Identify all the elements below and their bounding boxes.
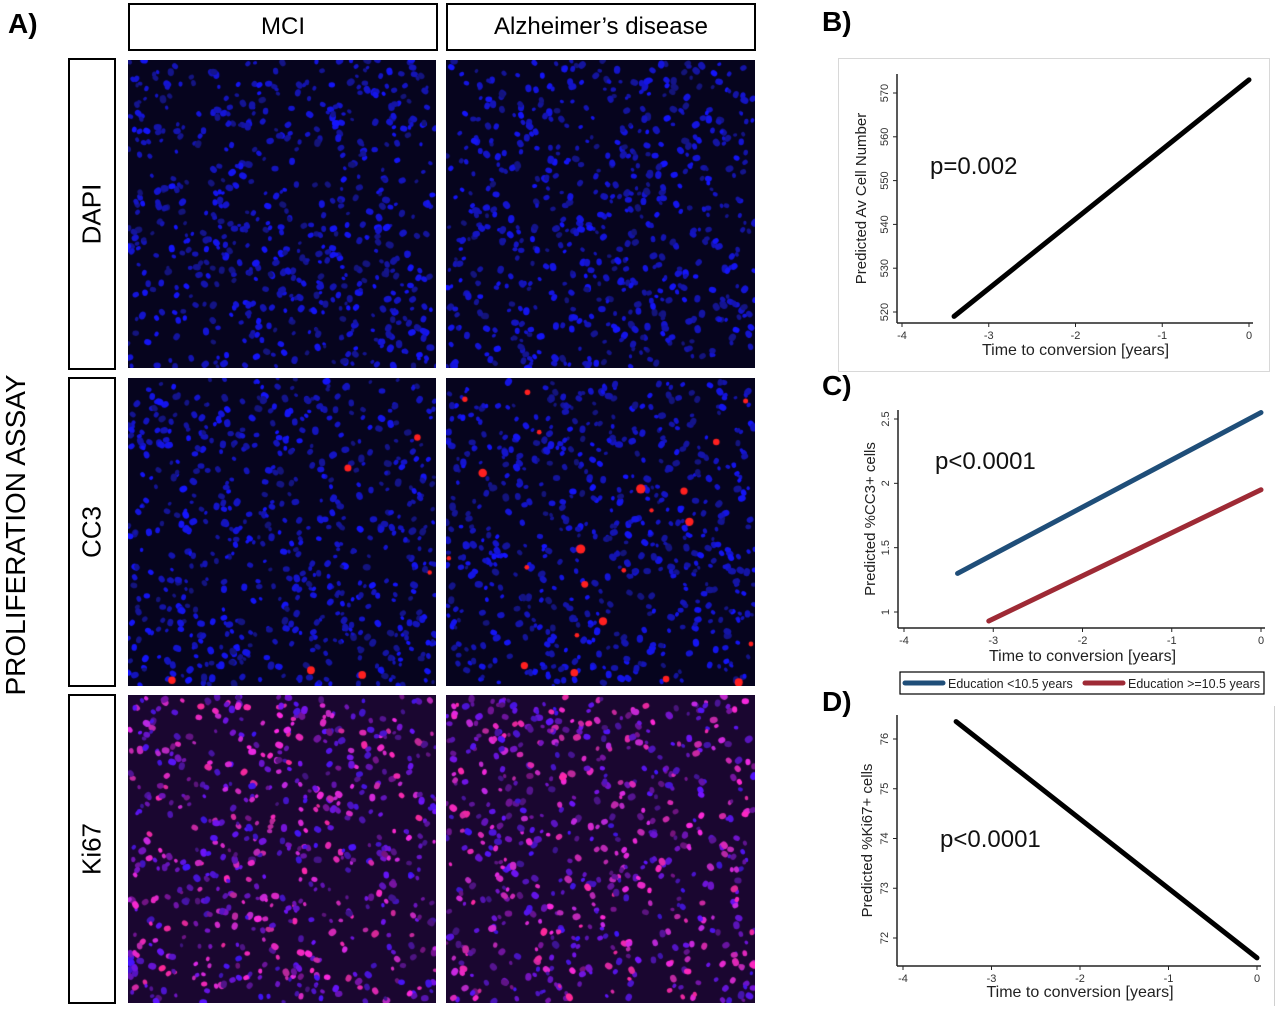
p-value-annotation: p<0.0001 xyxy=(935,448,1036,475)
series-line-0 xyxy=(955,410,1264,576)
y-tick-label: 73 xyxy=(879,882,891,894)
x-tick-label: -3 xyxy=(984,330,994,342)
legend-box xyxy=(899,671,1265,695)
y-tick-label: 570 xyxy=(879,84,891,102)
row-label-ki67: Ki67 xyxy=(68,694,116,1004)
micrograph-dapi-ad xyxy=(446,60,755,368)
y-tick-label: 75 xyxy=(879,783,891,795)
panel-b-frame xyxy=(838,58,1270,372)
x-tick-label: -3 xyxy=(987,973,997,985)
x-axis-label: Time to conversion [years] xyxy=(989,648,1176,665)
x-tick-label: -2 xyxy=(1071,330,1081,342)
x-tick-label: 0 xyxy=(1254,973,1260,985)
x-tick-label: -1 xyxy=(1164,973,1174,985)
panel-d-frame-edge xyxy=(1274,706,1275,1006)
x-tick-label: -4 xyxy=(899,635,909,647)
y-axis-label: Predicted %Ki67+ cells xyxy=(859,764,876,918)
y-tick-label: 2 xyxy=(880,480,892,486)
y-tick-label: 72 xyxy=(879,932,891,944)
row-label-dapi: DAPI xyxy=(68,58,116,370)
micrograph-ki67-ad xyxy=(446,695,755,1003)
legend-label: Education >=10.5 years xyxy=(1128,677,1260,691)
x-tick-label: -1 xyxy=(1157,330,1167,342)
x-tick-label: 0 xyxy=(1258,635,1264,647)
p-value-annotation: p=0.002 xyxy=(930,153,1017,180)
legend-label: Education <10.5 years xyxy=(948,677,1073,691)
y-axis-label: Predicted %CC3+ cells xyxy=(862,442,879,596)
column-header-mci: MCI xyxy=(128,3,438,51)
x-tick-label: -3 xyxy=(988,635,998,647)
x-axis-label: Time to conversion [years] xyxy=(982,342,1169,359)
series-line-0 xyxy=(951,77,1252,319)
micrograph-cc3-mci xyxy=(128,378,436,686)
p-value-annotation: p<0.0001 xyxy=(940,826,1041,853)
column-header-ad: Alzheimer’s disease xyxy=(446,3,756,51)
micrograph-cc3-ad xyxy=(446,378,755,686)
y-tick-label: 2.5 xyxy=(880,411,892,426)
x-tick-label: -4 xyxy=(898,973,908,985)
x-axis-label: Time to conversion [years] xyxy=(986,984,1173,1001)
y-axis-label: Predicted Av Cell Number xyxy=(853,113,870,284)
panel-d-label: D) xyxy=(822,686,852,717)
y-tick-label: 540 xyxy=(879,215,891,233)
panel-a-label: A) xyxy=(8,8,38,39)
y-tick-label: 1.5 xyxy=(880,540,892,555)
y-tick-label: 1 xyxy=(880,609,892,615)
y-tick-label: 74 xyxy=(879,832,891,844)
x-tick-label: -4 xyxy=(897,330,907,342)
micrograph-dapi-mci xyxy=(128,60,436,368)
x-tick-label: -1 xyxy=(1167,635,1177,647)
panel-b-label: B) xyxy=(822,6,852,37)
y-tick-label: 560 xyxy=(879,128,891,146)
y-tick-label: 76 xyxy=(879,733,891,745)
micrograph-ki67-mci xyxy=(128,695,436,1003)
row-label-cc3: CC3 xyxy=(68,377,116,687)
x-tick-label: -2 xyxy=(1075,973,1085,985)
y-tick-label: 550 xyxy=(879,171,891,189)
panel-c-label: C) xyxy=(822,370,852,401)
y-tick-label: 530 xyxy=(879,259,891,277)
series-line-0 xyxy=(953,719,1260,961)
y-tick-label: 520 xyxy=(879,303,891,321)
x-tick-label: -2 xyxy=(1078,635,1088,647)
x-tick-label: 0 xyxy=(1246,330,1252,342)
series-line-1 xyxy=(986,487,1264,624)
